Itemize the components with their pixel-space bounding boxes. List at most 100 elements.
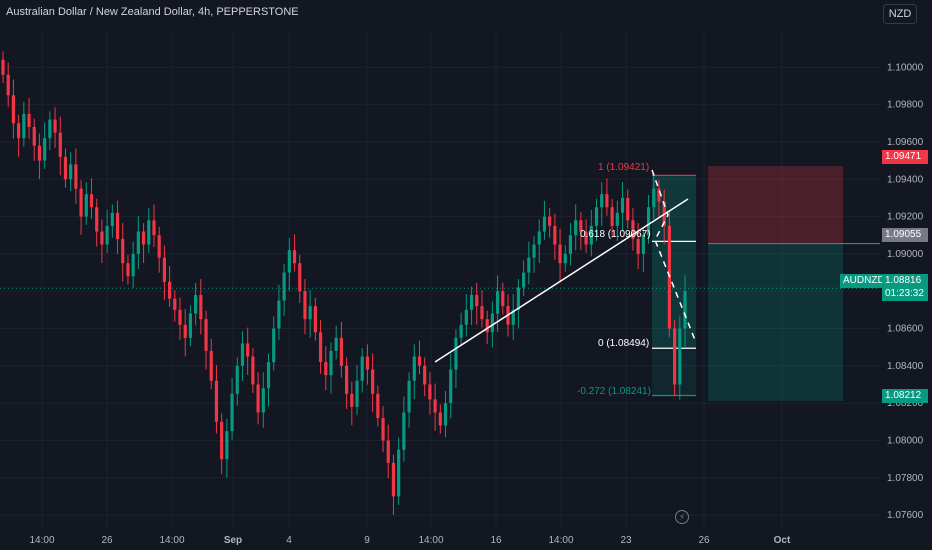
candle: [511, 293, 515, 340]
candle-body: [43, 138, 47, 161]
candle: [6, 62, 10, 108]
candle-body: [1, 59, 5, 75]
candle: [58, 116, 62, 176]
candle-body: [17, 123, 21, 139]
candle: [355, 364, 359, 416]
candle-body: [183, 324, 187, 338]
risk-reward-zones[interactable]: [0, 166, 880, 401]
candle-body: [652, 188, 656, 208]
candle-body: [199, 294, 203, 320]
candle-body: [475, 294, 479, 307]
candle-body: [490, 313, 494, 333]
candle: [69, 152, 73, 192]
candle-body: [141, 231, 146, 245]
x-tick-label: Oct: [774, 535, 791, 546]
candle: [475, 282, 479, 325]
candle: [308, 290, 312, 338]
candle: [646, 195, 651, 244]
take-profit-zone[interactable]: [708, 243, 843, 401]
candle: [115, 200, 120, 255]
x-tick-label: 26: [101, 535, 113, 546]
candle-body: [345, 365, 349, 394]
chart-title: Australian Dollar / New Zealand Dollar, …: [6, 6, 299, 18]
candle-body: [84, 194, 88, 217]
candle-body: [386, 440, 390, 463]
y-tick-label: 1.08200: [887, 398, 924, 409]
y-tick-label: 1.09600: [887, 137, 924, 148]
candle: [376, 385, 380, 427]
candle: [1, 51, 5, 84]
candle: [537, 219, 541, 264]
candle-body: [615, 212, 619, 226]
candle: [84, 182, 88, 225]
candle: [464, 293, 468, 337]
candle: [194, 282, 198, 326]
time-axis[interactable]: 14:00 26 14:00 Sep 4 9 14:00 16 14:00 23 26 Oct: [29, 535, 791, 546]
candle: [594, 198, 599, 242]
projection-path[interactable]: [651, 169, 696, 341]
candle: [298, 254, 302, 303]
candle: [32, 118, 36, 161]
candle: [318, 320, 323, 374]
candle-body: [256, 384, 260, 413]
candle: [417, 340, 422, 375]
candle-body: [167, 281, 172, 299]
candle: [220, 413, 224, 475]
candle-body: [32, 127, 36, 146]
candle-body: [464, 309, 468, 325]
current-price-tag: 1.08816: [882, 274, 928, 288]
candle: [105, 210, 109, 253]
candle: [157, 226, 161, 273]
candle-body: [558, 244, 562, 264]
candle: [459, 312, 463, 347]
candle: [454, 329, 458, 389]
candle: [131, 241, 135, 289]
candle: [277, 284, 281, 341]
candle-body: [303, 291, 307, 320]
candle: [178, 297, 182, 340]
candle-body: [329, 350, 333, 376]
candle: [589, 210, 593, 257]
candle-body: [636, 238, 640, 254]
candle: [11, 79, 16, 139]
candle-body: [428, 384, 432, 400]
candle: [600, 182, 604, 226]
candle: [188, 305, 193, 347]
candle: [136, 215, 140, 269]
candle: [230, 377, 234, 440]
candle: [22, 101, 26, 147]
candle: [641, 226, 645, 273]
candle: [522, 260, 526, 296]
candle-body: [298, 263, 302, 292]
currency-button[interactable]: NZD: [883, 4, 917, 24]
countdown-tag: 01:23:32: [882, 287, 928, 301]
candle: [584, 219, 588, 253]
y-tick-label: 1.08000: [887, 435, 924, 446]
candle-body: [58, 132, 62, 157]
candle: [256, 372, 260, 425]
candle: [240, 331, 245, 381]
lightning-icon[interactable]: ⚡: [675, 510, 689, 524]
fib-labels: 1 (1.09421) 0.618 (1.09067) 0 (1.08494) …: [577, 162, 651, 397]
candle: [553, 213, 557, 260]
candle: [568, 223, 573, 266]
candle: [563, 245, 567, 272]
trend-line[interactable]: [434, 198, 689, 363]
candle: [579, 211, 583, 250]
x-tick-label: 14:00: [29, 535, 54, 546]
x-tick-label: 14:00: [418, 535, 443, 546]
candle-body: [178, 309, 182, 325]
candle: [423, 357, 427, 397]
stop-loss-zone[interactable]: [708, 166, 843, 244]
candle-body: [355, 380, 359, 407]
candle: [272, 316, 276, 371]
candle: [292, 234, 297, 272]
candle: [485, 310, 489, 344]
candle-body: [48, 119, 52, 139]
candle: [48, 111, 52, 150]
chart-drawings[interactable]: [434, 169, 696, 363]
candle-body: [53, 119, 57, 133]
candle-body: [620, 197, 625, 213]
stop-price-tag: 1.09471: [882, 150, 928, 164]
